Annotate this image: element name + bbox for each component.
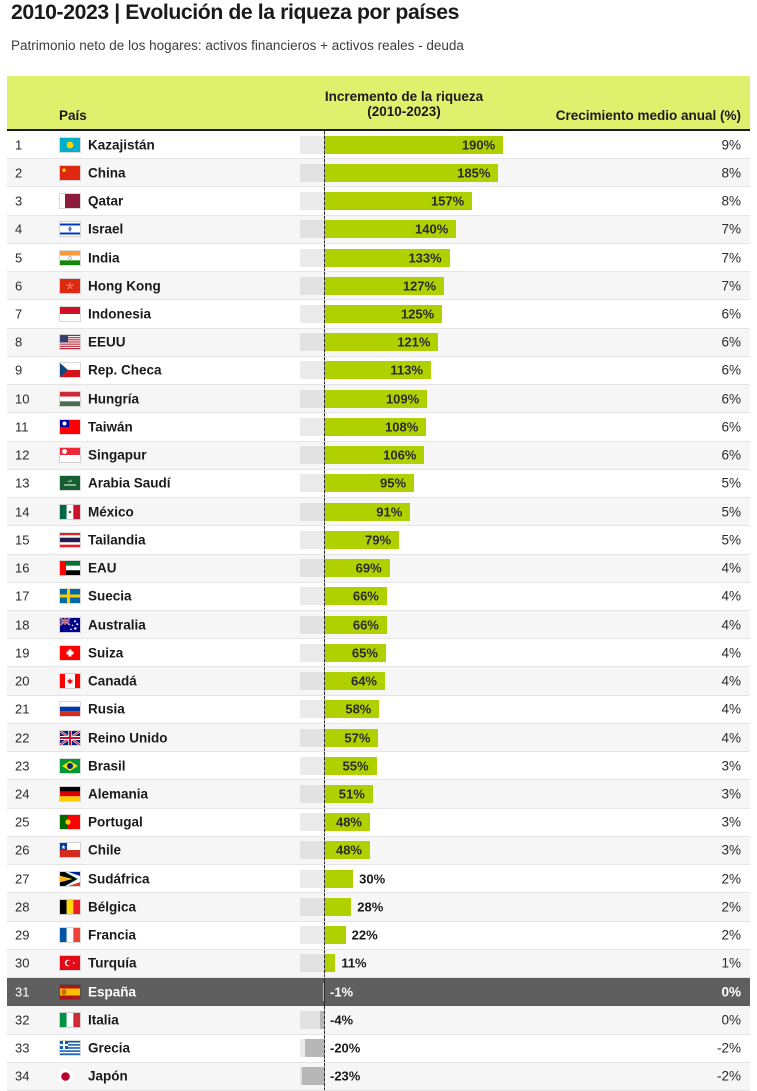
svg-text:الله: الله <box>68 479 73 483</box>
